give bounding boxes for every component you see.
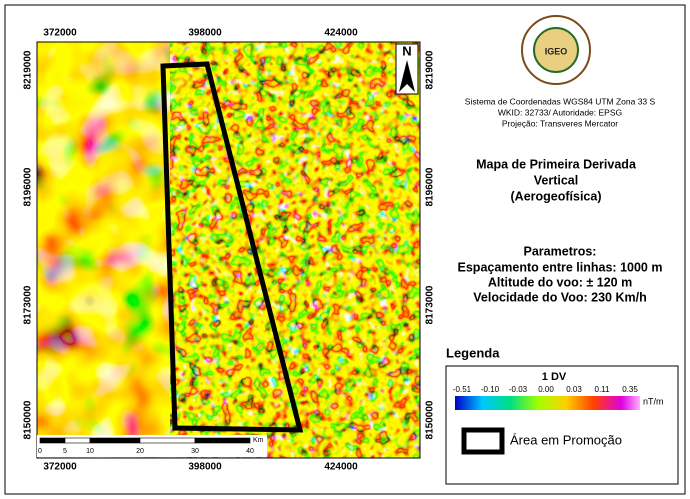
y-coord-right: 8219000	[425, 50, 436, 89]
colorbar-tick: -0.10	[481, 385, 500, 394]
scale-segment	[64, 437, 91, 444]
parameters-heading: Parametros:	[524, 244, 597, 258]
colorbar-tick: 0.35	[622, 385, 638, 394]
colorbar-unit: nT/m	[643, 396, 664, 406]
x-coord-bottom: 398000	[188, 462, 222, 473]
legend-box	[445, 365, 679, 485]
legend-title: Legenda	[446, 345, 500, 360]
area-swatch	[461, 427, 505, 455]
colorbar-title: 1 DV	[542, 371, 567, 383]
y-coord-left: 8173000	[23, 285, 34, 324]
parameter: Altitude do voo: ± 120 m	[488, 275, 632, 289]
scale-label: 20	[136, 448, 144, 455]
x-coord-bottom: 424000	[324, 462, 358, 473]
colorbar-tick: 0.11	[595, 385, 611, 394]
scale-unit: Km	[253, 437, 264, 444]
north: N	[402, 43, 411, 58]
scale-bar: 0 5 10 20 30 40	[38, 437, 254, 455]
map-title: Mapa de Primeira Derivada	[476, 157, 637, 171]
y-coord-right: 8173000	[425, 285, 436, 324]
logo-inner	[533, 27, 579, 73]
raster	[37, 42, 420, 458]
x-coord-top: 424000	[324, 28, 358, 39]
x-coord-bottom: 372000	[43, 462, 77, 473]
colorbar-tick: -0.51	[453, 385, 472, 394]
north-arrow	[399, 60, 415, 92]
y-coord-right: 8150000	[425, 400, 436, 439]
colorbar-tick: 0.00	[538, 385, 554, 394]
parameter: Velocidade do Voo: 230 Km/h	[473, 290, 646, 304]
scale-label: 5	[63, 448, 67, 455]
map-title: (Aerogeofísica)	[511, 189, 602, 203]
scale-label: 10	[86, 448, 94, 455]
scale-label: 30	[191, 448, 199, 455]
y-coord-left: 8150000	[23, 400, 34, 439]
map-frame	[36, 41, 421, 459]
scale-segment	[39, 437, 66, 444]
scale-segment	[139, 437, 196, 444]
scale-segment	[194, 437, 251, 444]
scale-label: 0	[38, 448, 42, 455]
colorbar-tick: -0.03	[509, 385, 528, 394]
x-coord-top: 372000	[43, 28, 77, 39]
y-coord-left: 8219000	[23, 50, 34, 89]
scale-segment	[89, 437, 141, 444]
crs-line: WKID: 32733/ Autoridade: EPSG	[498, 107, 622, 117]
crs-line: Sistema de Coordenadas WGS84 UTM Zona 33…	[465, 96, 656, 106]
crs-line: Projeção: Transveres Mercator	[502, 118, 618, 128]
logo-abbr: IGEO	[545, 46, 568, 56]
colorbar-tick: 0.03	[566, 385, 582, 394]
map-title: Vertical	[534, 173, 578, 187]
x-coord-top: 398000	[188, 28, 222, 39]
promotion-area	[160, 61, 304, 433]
scale-label: 40	[246, 448, 254, 455]
y-coord-right: 8196000	[425, 167, 436, 206]
parameter: Espaçamento entre linhas: 1000 m	[458, 260, 663, 274]
y-coord-left: 8196000	[23, 167, 34, 206]
side-panel: Sistema de Coordenadas WGS84 UTM Zona 33…	[458, 96, 663, 304]
area-label: Área em Promoção	[510, 432, 622, 447]
colorbar	[455, 396, 640, 410]
